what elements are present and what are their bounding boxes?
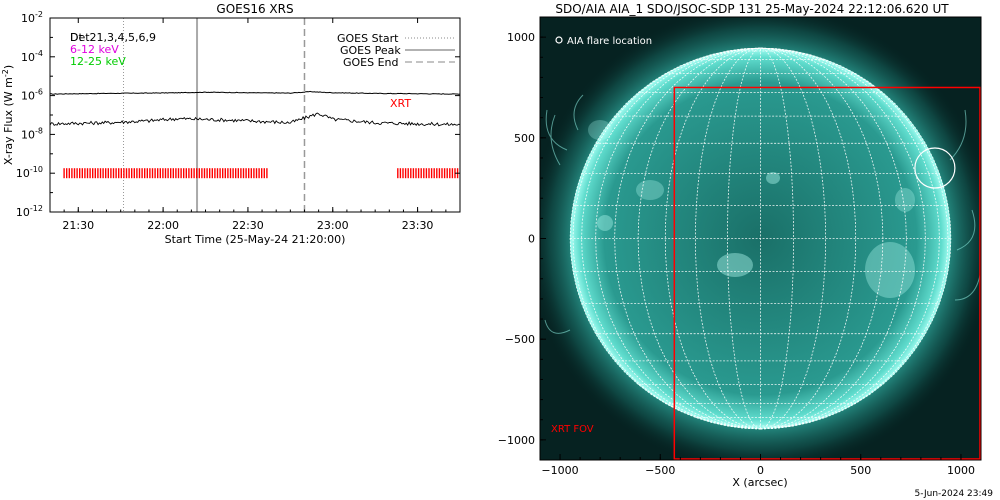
grid-longitude-line bbox=[614, 47, 761, 430]
flare-legend-symbol bbox=[555, 36, 563, 44]
grid-longitude-line bbox=[760, 47, 884, 430]
goes-title: GOES16 XRS bbox=[216, 2, 293, 16]
aia-x-tick-label-0: −1000 bbox=[541, 464, 578, 477]
goes-y-tick-label-3: 10-6 bbox=[21, 88, 43, 103]
goes-x-tick-label-2: 22:30 bbox=[232, 219, 264, 232]
aia-y-tick-label-0: −1000 bbox=[498, 434, 535, 447]
footer-date: 5-Jun-2024 23:49 bbox=[915, 489, 994, 499]
grid-longitude-line bbox=[569, 47, 761, 430]
grid-longitude-line bbox=[572, 47, 761, 430]
grid-longitude-line bbox=[726, 47, 761, 430]
goes-x-tick-label-1: 22:00 bbox=[147, 219, 179, 232]
energy-band-2: 12-25 keV bbox=[70, 55, 126, 68]
goes-y-axis-label-sup: -2 bbox=[1, 69, 10, 77]
goes-y-axis-label-end: ) bbox=[2, 65, 15, 69]
aia-y-tick-label-3: 500 bbox=[514, 132, 535, 145]
aia-axes: −1000 −500 0 500 1000 −1000 −500 0 500 1000 bbox=[498, 31, 975, 477]
goes-legend: GOES Start GOES Peak GOES End bbox=[337, 32, 455, 69]
goes-y-tick-label-5: 10-2 bbox=[21, 10, 43, 25]
channels-overprint: Dt bbox=[70, 31, 83, 44]
aia-title: SDO/AIA AIA_1 SDO/JSOC-SDP 131 25-May-20… bbox=[555, 2, 949, 16]
goes-y-tick-label-1: 10-10 bbox=[16, 165, 43, 180]
grid-longitude-line bbox=[694, 47, 761, 430]
xrt-fov-box bbox=[673, 86, 981, 460]
goes-x-axis-label: Start Time (25-May-24 21:20:00) bbox=[165, 233, 346, 246]
goes-y-axis-label: X-ray Flux (W m-2) bbox=[1, 65, 15, 165]
goes-series-0 bbox=[50, 90, 460, 95]
aia-x-tick-label-3: 500 bbox=[850, 464, 871, 477]
aia-x-tick-label-2: 0 bbox=[757, 464, 764, 477]
grid-longitude-line bbox=[595, 47, 761, 430]
goes-panel: GOES16 XRS 21:30 22:00 22:30 23:00 23:30 10-1… bbox=[1, 2, 461, 246]
legend-goes-peak-label: GOES Peak bbox=[340, 44, 401, 57]
goes-x-tick-label-4: 23:30 bbox=[402, 219, 434, 232]
legend-goes-start-label: GOES Start bbox=[337, 32, 399, 45]
aia-x-tick-label-4: 1000 bbox=[947, 464, 975, 477]
goes-channel-labels: Det21,3,4,5,6,9 Dt 6-12 keV 12-25 keV bbox=[70, 31, 156, 68]
goes-x-tick-label-3: 23:00 bbox=[317, 219, 349, 232]
goes-y-axis-label-main: X-ray Flux (W m bbox=[2, 77, 15, 165]
goes-y-tick-label-4: 10-4 bbox=[21, 49, 43, 64]
flare-location-circle bbox=[914, 147, 956, 189]
goes-axes: 21:30 22:00 22:30 23:00 23:30 10-12 10-10 10-8 1… bbox=[16, 10, 460, 232]
grid-longitude-line bbox=[760, 47, 907, 430]
aia-panel: SDO/AIA AIA_1 SDO/JSOC-SDP 131 25-May-20… bbox=[498, 2, 994, 499]
grid-longitude-line bbox=[760, 47, 795, 430]
aia-x-tick-label-1: −500 bbox=[645, 464, 675, 477]
goes-y-tick-label-0: 10-12 bbox=[16, 204, 43, 219]
grid-longitude-line bbox=[637, 47, 761, 430]
aia-image bbox=[540, 17, 981, 460]
grid-longitude-line bbox=[760, 47, 827, 430]
aia-corona-loops bbox=[544, 94, 981, 334]
grid-longitude-line bbox=[760, 47, 949, 430]
channels-label: Det21,3,4,5,6,9 bbox=[70, 31, 156, 44]
aia-y-tick-label-1: −500 bbox=[505, 333, 535, 346]
grid-longitude-line bbox=[760, 47, 926, 430]
xrt-label: XRT bbox=[390, 97, 411, 110]
goes-x-tick-label-0: 21:30 bbox=[62, 219, 94, 232]
xrt-fov-label: XRT FOV bbox=[551, 424, 594, 435]
goes-y-tick-label-2: 10-8 bbox=[21, 126, 43, 141]
flare-legend-label: AIA flare location bbox=[567, 36, 652, 47]
aia-y-tick-label-4: 1000 bbox=[507, 31, 535, 44]
energy-band-1: 6-12 keV bbox=[70, 43, 119, 56]
legend-goes-end-label: GOES End bbox=[343, 56, 399, 69]
grid-longitude-line bbox=[760, 47, 952, 430]
aia-y-tick-label-2: 0 bbox=[528, 233, 535, 246]
goes-series-1 bbox=[50, 112, 460, 127]
aia-x-axis-label: X (arcsec) bbox=[732, 476, 787, 489]
solar-active-regions bbox=[588, 120, 915, 298]
goes-plot-area bbox=[50, 18, 460, 212]
